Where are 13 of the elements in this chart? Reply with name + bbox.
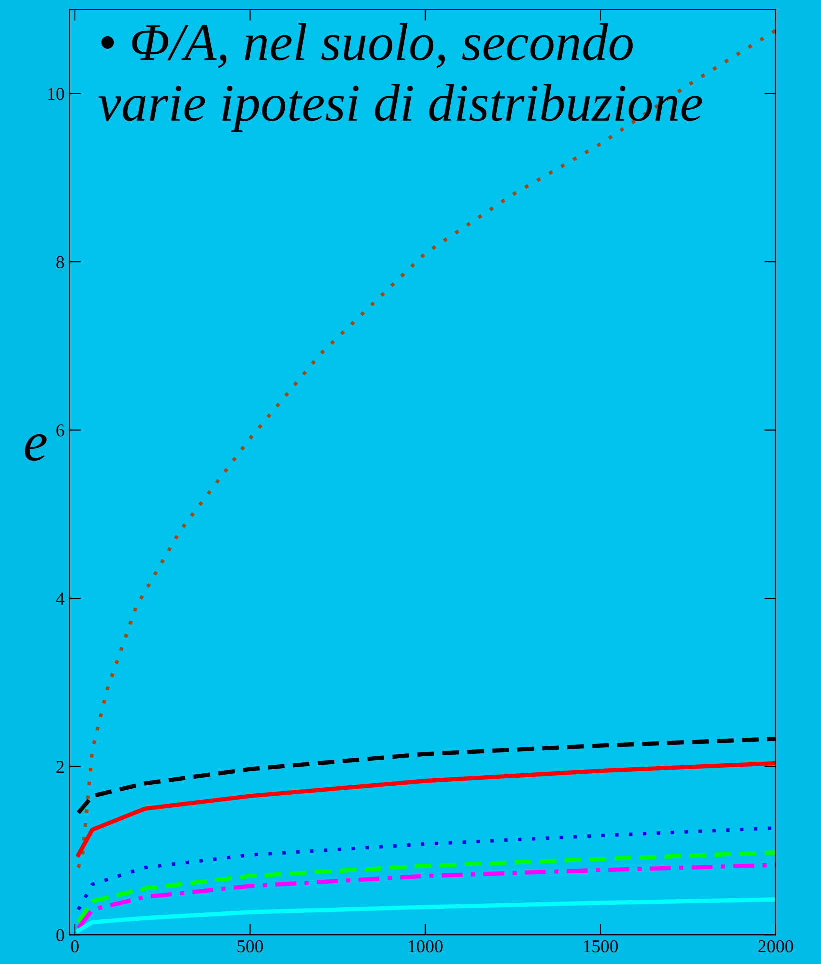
x-tick-label: 1000 xyxy=(408,940,443,953)
y-tick-label: 10 xyxy=(48,88,64,100)
x-tick-label: 1500 xyxy=(584,940,618,953)
y-tick-label: 0 xyxy=(56,929,64,942)
y-tick-label: 4 xyxy=(56,592,65,605)
y-tick-label: 6 xyxy=(56,424,64,437)
y-axis-title: e xyxy=(25,434,47,462)
text: • Φ/A, nel suolo, secondo varie ipotesi di distribuzione xyxy=(98,24,702,132)
x-tick-label: 0 xyxy=(71,940,79,953)
x-tick-label: 2000 xyxy=(758,940,794,953)
x-tick-label: 500 xyxy=(238,940,264,953)
y-tick-label: 2 xyxy=(56,761,64,774)
y-tick-label: 8 xyxy=(56,256,64,268)
